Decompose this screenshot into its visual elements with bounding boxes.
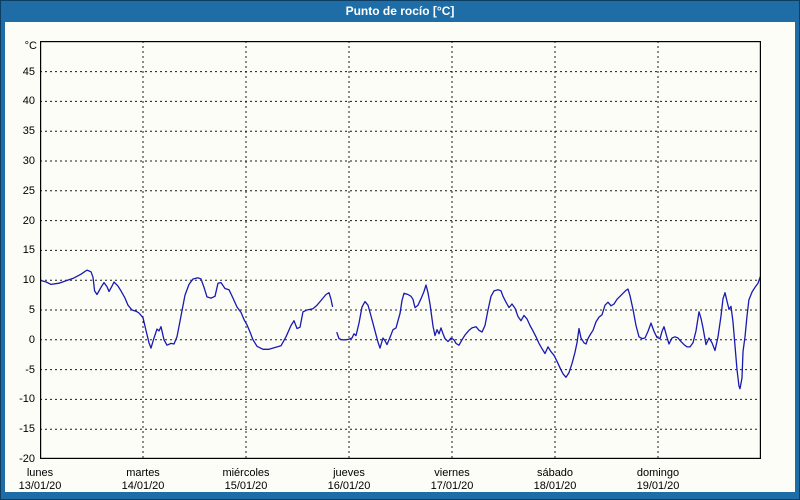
plot-border (40, 41, 761, 459)
y-tick-label: 45 (22, 66, 35, 78)
x-date-label: 13/01/20 (18, 480, 62, 492)
window-bottom-frame (1, 492, 799, 499)
dew-point-line-chart (40, 41, 761, 459)
chart-title: Punto de rocío [°C] (345, 4, 455, 18)
y-tick-label: 40 (22, 95, 35, 107)
y-tick-label: 0 (28, 334, 35, 346)
y-tick-label: -20 (19, 453, 35, 465)
x-day-label: domingo (636, 467, 680, 479)
y-tick-label: 5 (28, 304, 35, 316)
x-day-label: martes (126, 467, 160, 479)
y-tick-label: -15 (19, 423, 35, 435)
x-day-label: miércoles (222, 467, 270, 479)
y-axis-unit-label: °C (24, 40, 37, 52)
y-tick-label: 15 (22, 244, 35, 256)
y-tick-label: -10 (19, 393, 35, 405)
chart-title-bar: Punto de rocío [°C] (1, 1, 799, 22)
y-tick-label: 10 (22, 274, 35, 286)
plot-area (40, 41, 761, 459)
y-tick-label: 20 (22, 215, 35, 227)
x-date-label: 14/01/20 (121, 480, 165, 492)
x-date-label: 15/01/20 (224, 480, 268, 492)
y-tick-label: 25 (22, 185, 35, 197)
y-tick-label: -5 (25, 364, 35, 376)
x-day-label: jueves (333, 467, 365, 479)
y-tick-label: 35 (22, 125, 35, 137)
dew-point-series (40, 269, 761, 390)
x-date-label: 19/01/20 (636, 480, 680, 492)
x-date-label: 17/01/20 (430, 480, 474, 492)
x-day-label: viernes (434, 467, 470, 479)
x-date-label: 18/01/20 (533, 480, 577, 492)
x-day-label: sábado (536, 467, 574, 479)
y-tick-label: 30 (22, 155, 35, 167)
x-date-label: 16/01/20 (327, 480, 371, 492)
chart-panel: °C 45 40 35 30 25 20 15 10 5 0 -5 -10 -15 -20 lunes 13… (5, 22, 795, 492)
x-day-label: lunes (26, 467, 54, 479)
